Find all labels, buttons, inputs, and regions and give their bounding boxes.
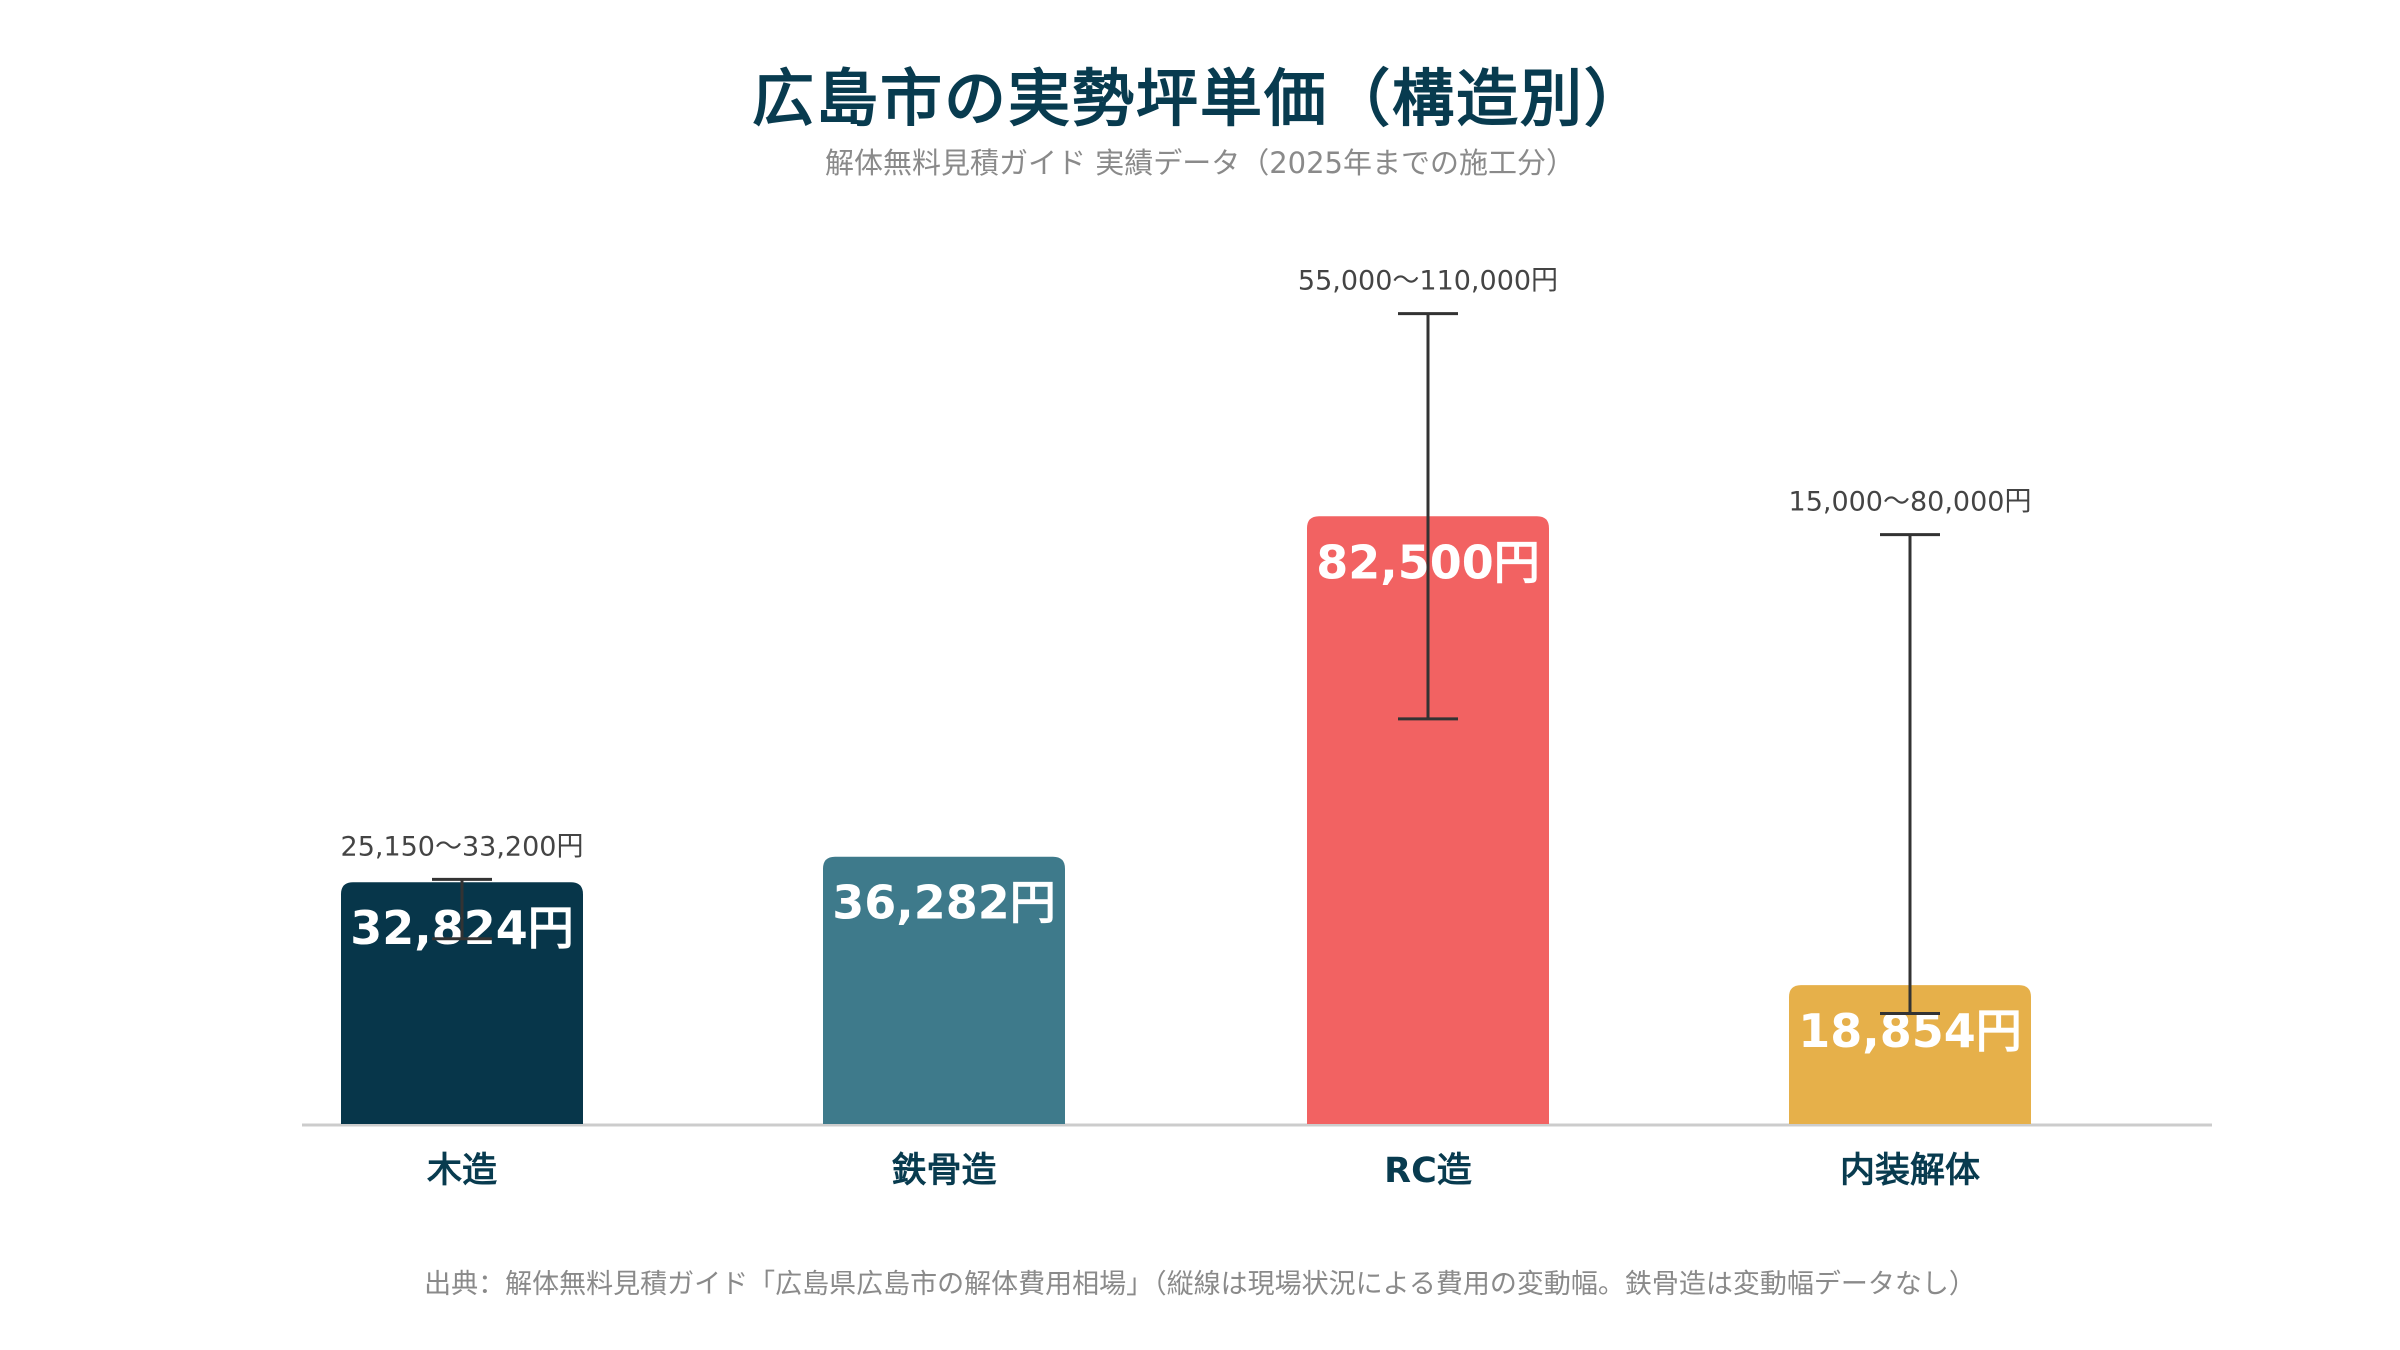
bar-4-range-label: 15,000〜80,000円 <box>1789 487 2032 518</box>
category-label-4: 内装解体 <box>1840 1151 1980 1191</box>
bar-3-range-label: 55,000〜110,000円 <box>1298 266 1558 297</box>
chart-title: 広島市の実勢坪単価（構造別） <box>751 62 1648 135</box>
bar-4 <box>1789 985 2031 1124</box>
bar-2 <box>823 856 1065 1124</box>
category-label-3: RC造 <box>1384 1151 1472 1191</box>
bar-2-value-label: 36,282円 <box>832 876 1056 930</box>
bar-1-range-label: 25,150〜33,200円 <box>341 831 584 862</box>
category-label-2: 鉄骨造 <box>891 1150 996 1191</box>
bar-3 <box>1307 516 1549 1124</box>
chart-subtitle: 解体無料見積ガイド 実績データ（2025年までの施工分） <box>824 146 1576 180</box>
bar-1 <box>341 882 583 1124</box>
category-label-1: 木造 <box>427 1151 497 1191</box>
source-note: 出典：解体無料見積ガイド「広島県広島市の解体費用相場」（縦線は現場状況による費用… <box>424 1269 1976 1300</box>
